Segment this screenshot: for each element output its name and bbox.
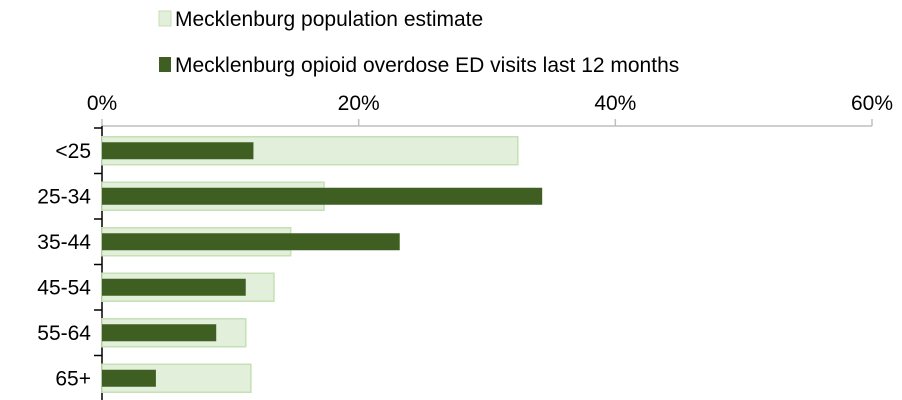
x-tick-label: 0%	[87, 92, 117, 115]
category-label: 35-44	[37, 231, 91, 254]
x-tick-label: 60%	[851, 92, 893, 115]
bar-population	[101, 363, 252, 393]
category-label: <25	[55, 140, 91, 163]
x-axis: 0% 20% 40% 60%	[87, 92, 893, 127]
x-tick-label: 40%	[594, 92, 636, 115]
bar-overdose	[102, 233, 400, 251]
bar-overdose	[102, 142, 254, 160]
bar-overdose	[102, 369, 156, 387]
legend-swatch-population	[158, 10, 172, 27]
legend-swatch-overdose	[159, 57, 171, 72]
category-label: 25-34	[37, 185, 91, 208]
legend: Mecklenburg population estimate Mecklenb…	[158, 8, 679, 77]
y-axis: <25 25-34 35-44 45-54 55-64 65+	[37, 126, 103, 400]
bar-overdose	[102, 324, 217, 342]
category-label: 65+	[55, 367, 91, 390]
legend-label-overdose: Mecklenburg opioid overdose ED visits la…	[175, 54, 679, 77]
x-tick-label: 20%	[338, 92, 380, 115]
bar-overdose	[102, 278, 246, 296]
category-label: 55-64	[37, 322, 91, 345]
legend-label-population: Mecklenburg population estimate	[175, 8, 483, 31]
bars	[101, 136, 543, 393]
category-label: 45-54	[37, 276, 91, 299]
bar-overdose	[102, 187, 543, 205]
